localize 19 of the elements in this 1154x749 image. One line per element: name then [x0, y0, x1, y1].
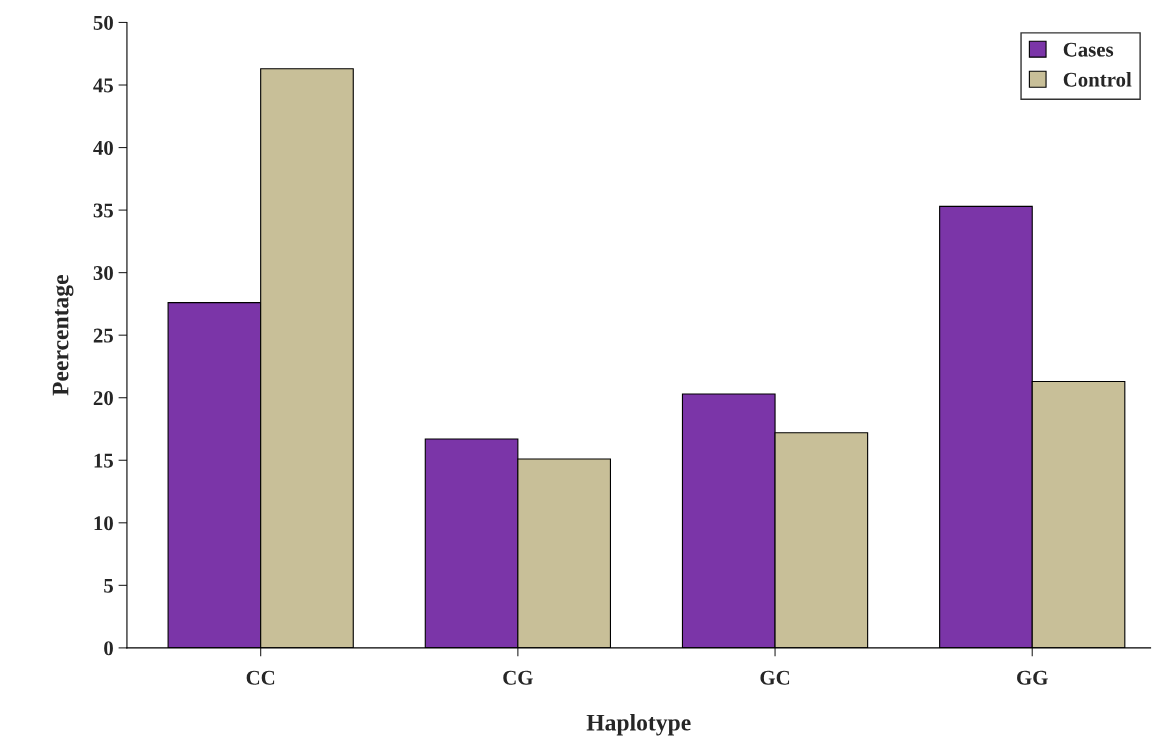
y-tick-label: 20 [93, 391, 113, 406]
x-tick-label: GC [760, 670, 790, 685]
y-tick-label: 40 [93, 140, 113, 155]
y-tick-label: 15 [94, 453, 113, 468]
y-axis-title: Peercentage [52, 275, 74, 396]
y-tick-label: 45 [93, 78, 113, 93]
x-tick-label: GG [1017, 670, 1048, 685]
x-axis-title: Haplotype [586, 714, 691, 736]
legend-label: Cases [1063, 42, 1114, 57]
y-tick-label: 35 [93, 203, 113, 218]
y-tick-label: 5 [104, 578, 113, 593]
legend-label: Control [1063, 72, 1132, 87]
y-tick-label: 10 [94, 516, 113, 531]
x-tick-label: CG [503, 670, 533, 685]
y-tick-label: 25 [93, 328, 113, 343]
y-tick-label: 30 [93, 266, 113, 281]
y-tick-label: 50 [93, 15, 113, 30]
x-tick-label: CC [246, 670, 275, 685]
y-tick-label: 0 [104, 641, 113, 656]
